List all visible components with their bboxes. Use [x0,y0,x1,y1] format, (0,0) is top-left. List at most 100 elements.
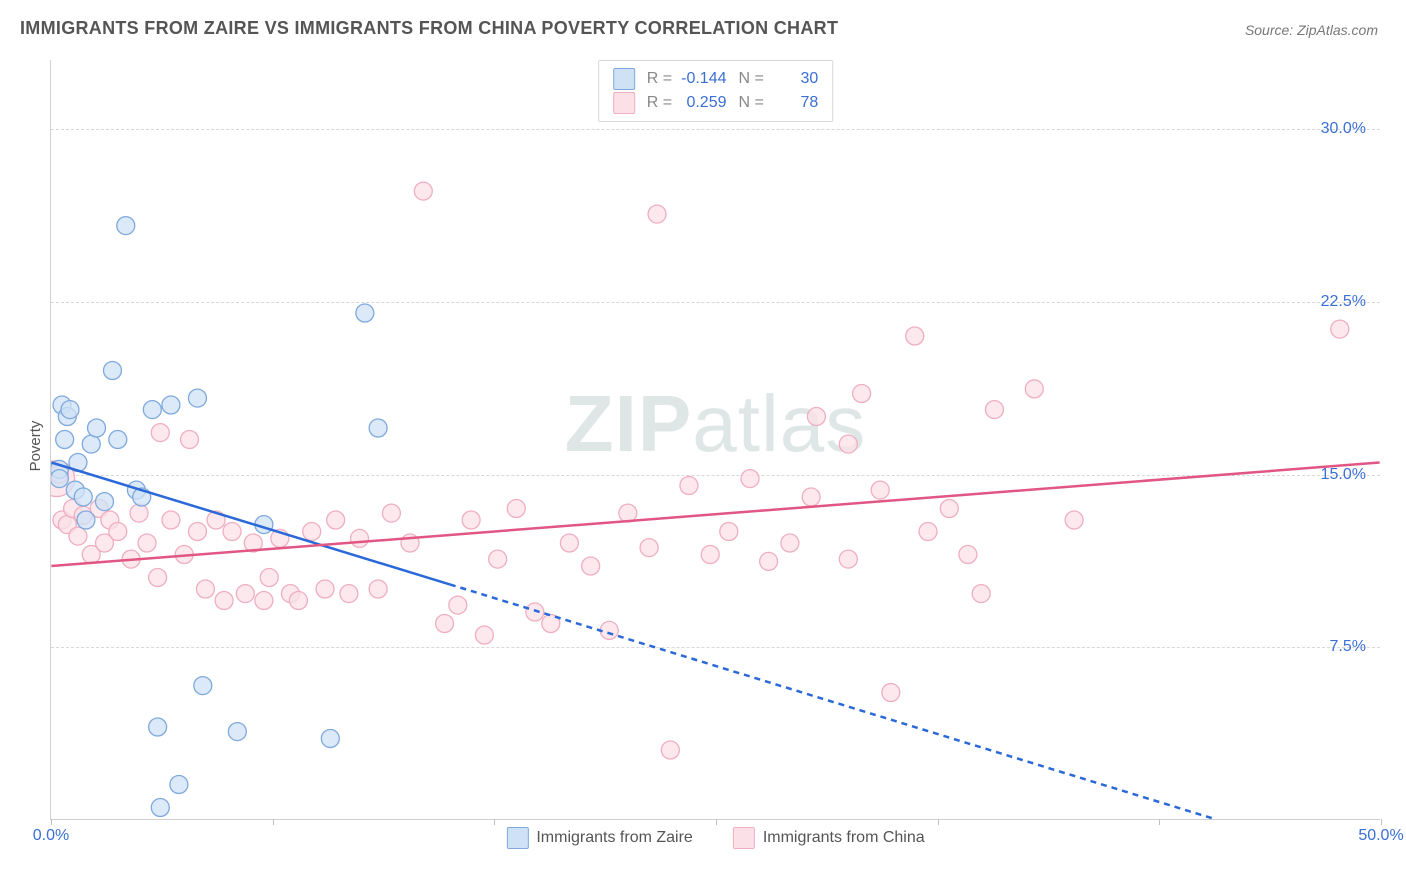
scatter-point [661,741,679,759]
scatter-point [356,304,374,322]
source-label: Source: [1245,22,1297,38]
scatter-point [475,626,493,644]
scatter-point [462,511,480,529]
legend-label-china: Immigrants from China [763,829,925,847]
scatter-point [51,470,68,488]
scatter-point [369,419,387,437]
scatter-point [228,723,246,741]
scatter-point [940,500,958,518]
scatter-point [882,684,900,702]
scatter-point [109,523,127,541]
scatter-point [321,730,339,748]
scatter-point [507,500,525,518]
scatter-point [351,529,369,547]
n-label: N = [739,70,764,87]
scatter-point [96,493,114,511]
scatter-point [88,419,106,437]
y-axis-label: Poverty [27,421,44,472]
scatter-point [640,539,658,557]
scatter-point [151,424,169,442]
scatter-point [600,621,618,639]
legend-swatch-zaire [613,68,635,90]
x-tick [273,819,274,825]
legend-row-zaire: R = -0.144 N = 30 [613,67,819,91]
scatter-point [181,431,199,449]
scatter-point [436,615,454,633]
chart-svg [51,60,1380,819]
scatter-point [103,362,121,380]
scatter-point [853,385,871,403]
scatter-point [781,534,799,552]
scatter-point [680,477,698,495]
scatter-point [340,585,358,603]
x-tick [1381,819,1382,825]
legend-swatch-china [613,92,635,114]
scatter-point [196,580,214,598]
scatter-point [985,401,1003,419]
scatter-point [1331,320,1349,338]
scatter-point [188,523,206,541]
chart-title: IMMIGRANTS FROM ZAIRE VS IMMIGRANTS FROM… [20,18,838,39]
scatter-point [289,592,307,610]
x-tick [494,819,495,825]
scatter-point [149,718,167,736]
r-label: R = [647,70,672,87]
scatter-point [316,580,334,598]
source-value: ZipAtlas.com [1297,22,1378,38]
scatter-point [802,488,820,506]
scatter-point [906,327,924,345]
scatter-point [255,592,273,610]
x-tick [51,819,52,825]
r-value-zaire: -0.144 [677,67,727,91]
scatter-point [919,523,937,541]
scatter-point [489,550,507,568]
scatter-point [720,523,738,541]
scatter-point [526,603,544,621]
scatter-point [117,217,135,235]
scatter-point [61,401,79,419]
scatter-point [236,585,254,603]
scatter-point [972,585,990,603]
source-attribution: Source: ZipAtlas.com [1245,22,1378,38]
x-tick [716,819,717,825]
scatter-point [223,523,241,541]
scatter-point [741,470,759,488]
scatter-point [582,557,600,575]
x-tick-label: 50.0% [1358,827,1403,845]
scatter-point [701,546,719,564]
series-legend: Immigrants from Zaire Immigrants from Ch… [506,827,924,849]
scatter-point [839,435,857,453]
scatter-point [109,431,127,449]
scatter-point [839,550,857,568]
x-tick [938,819,939,825]
n-label: N = [739,94,764,111]
scatter-point [162,511,180,529]
scatter-point [1025,380,1043,398]
plot-area: ZIPatlas 7.5%15.0%22.5%30.0% 0.0%50.0% R… [50,60,1380,820]
scatter-point [959,546,977,564]
legend-label-zaire: Immigrants from Zaire [536,829,692,847]
trend-line [450,584,1215,819]
scatter-point [414,182,432,200]
legend-item-china: Immigrants from China [733,827,925,849]
scatter-point [449,596,467,614]
scatter-point [77,511,95,529]
scatter-point [369,580,387,598]
scatter-point [382,504,400,522]
scatter-point [56,431,74,449]
r-value-china: 0.259 [677,91,727,115]
correlation-legend: R = -0.144 N = 30 R = 0.259 N = 78 [598,60,834,122]
scatter-point [82,435,100,453]
scatter-point [151,799,169,817]
scatter-point [260,569,278,587]
scatter-point [162,396,180,414]
x-tick-label: 0.0% [33,827,69,845]
scatter-point [215,592,233,610]
legend-swatch-china [733,827,755,849]
scatter-point [1065,511,1083,529]
scatter-point [760,552,778,570]
scatter-point [303,523,321,541]
legend-swatch-zaire [506,827,528,849]
legend-row-china: R = 0.259 N = 78 [613,91,819,115]
scatter-point [194,677,212,695]
